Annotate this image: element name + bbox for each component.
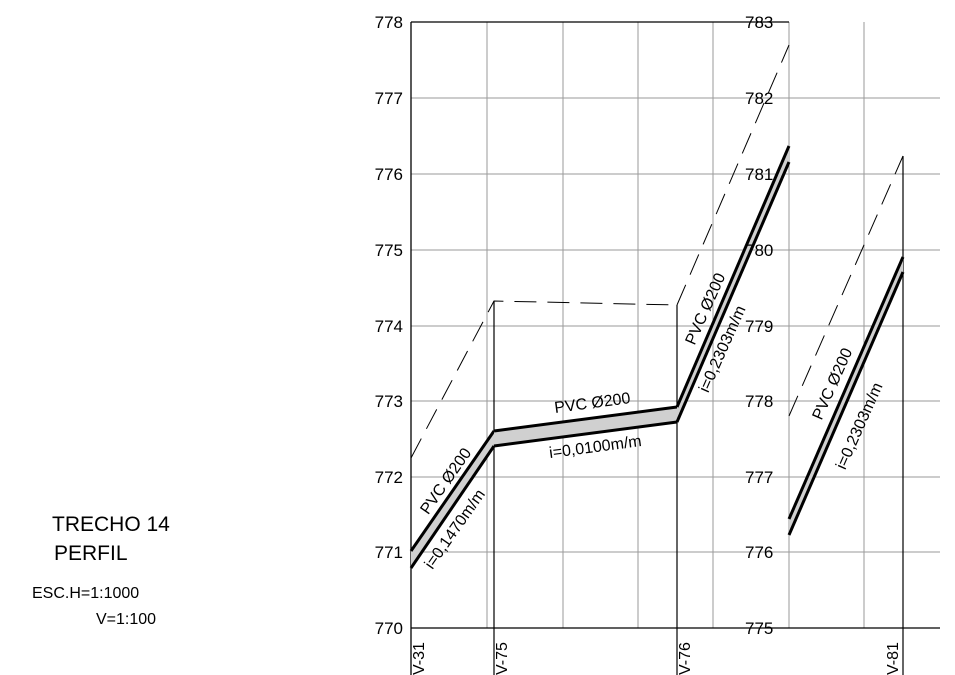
right-tick-label: 779 (745, 317, 773, 336)
left-tick-label: 774 (375, 317, 403, 336)
right-tick-label: 775 (745, 619, 773, 638)
left-tick-label: 777 (375, 89, 403, 108)
horizontal-scale: ESC.H=1:1000 (32, 585, 140, 602)
right-tick-label: 777 (745, 468, 773, 487)
manhole-labels: V-31 V-75 V-76 V-81 (411, 642, 902, 675)
horizontal-gridlines (411, 97, 940, 553)
terrain-lines (410, 44, 904, 459)
pipe-label-2: PVC Ø200 (553, 390, 631, 417)
left-tick-label: 778 (375, 13, 403, 32)
left-tick-label: 772 (375, 468, 403, 487)
pipe-band-3 (675, 145, 791, 423)
left-tick-label: 770 (375, 619, 403, 638)
right-tick-label: 782 (745, 89, 773, 108)
vertical-scale: V=1:100 (96, 611, 157, 628)
right-tick-label: 781 (745, 165, 773, 184)
manhole-label-v81: V-81 (885, 642, 902, 675)
section-title: TRECHO 14 (52, 513, 170, 536)
pipe-band-4 (787, 256, 905, 536)
right-axis-labels: 775 776 777 778 779 780 781 782 783 (745, 13, 773, 638)
axis-frame (410, 21, 940, 675)
pipe-band-1 (409, 430, 496, 569)
vertical-gridlines (486, 22, 865, 628)
left-tick-label: 773 (375, 392, 403, 411)
pipe-band-2 (493, 405, 678, 448)
right-tick-label: 778 (745, 392, 773, 411)
left-tick-label: 771 (375, 543, 403, 562)
left-tick-label: 776 (375, 165, 403, 184)
manhole-lines (493, 156, 904, 675)
left-axis-labels: 770 771 772 773 774 775 776 777 778 (375, 13, 403, 638)
right-tick-label: 780 (745, 241, 773, 260)
manhole-label-v75: V-75 (494, 642, 511, 675)
slope-label-4: i=0,2303m/m (833, 380, 886, 472)
left-tick-label: 775 (375, 241, 403, 260)
manhole-label-v31: V-31 (411, 642, 428, 675)
right-tick-label: 783 (745, 13, 773, 32)
manhole-label-v76: V-76 (677, 642, 694, 675)
right-tick-label: 776 (745, 543, 773, 562)
profile-label: PERFIL (54, 542, 128, 565)
